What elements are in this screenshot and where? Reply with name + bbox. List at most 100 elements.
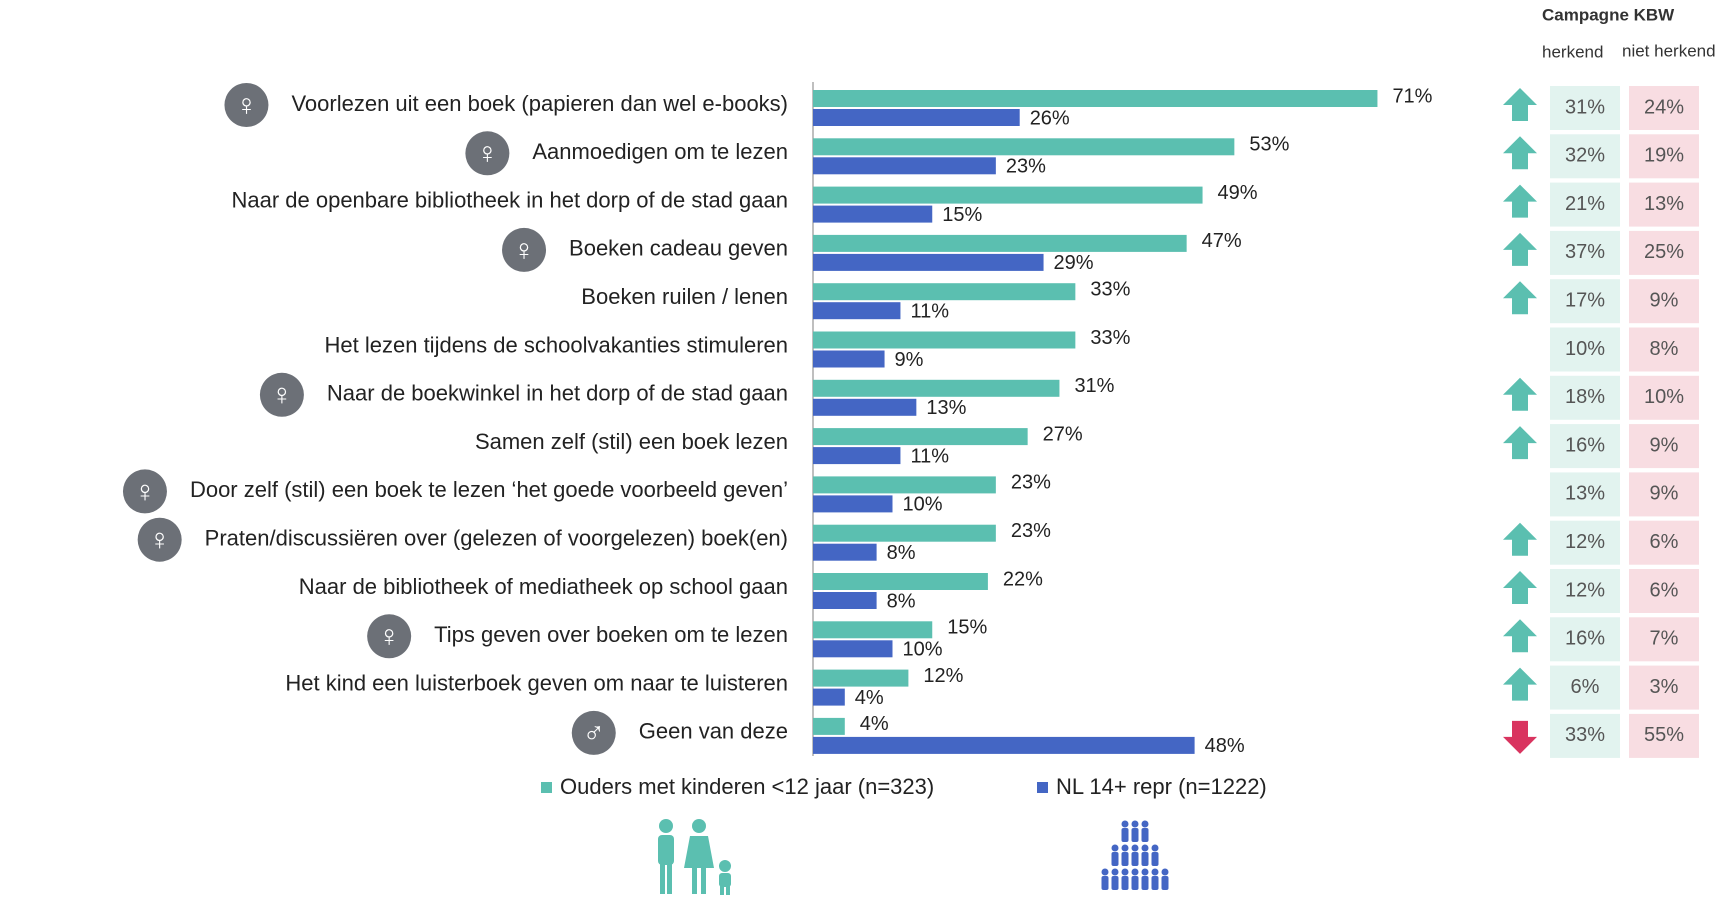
table-value: 12% [1565,531,1605,553]
bar [813,283,1076,301]
parents-icon [658,819,731,895]
bar [813,138,1235,156]
bar [813,669,909,687]
category-label: Door zelf (stil) een boek te lezen ‘het … [190,477,788,502]
gender-icon: ♀ [148,524,171,557]
table-value: 33% [1565,724,1605,746]
table-cell [1550,713,1620,758]
value-label: 33% [1090,327,1130,349]
arrow-up [1503,426,1537,460]
category-label: Praten/discussiëren over (gelezen of voo… [205,526,788,551]
table-cell [1629,617,1699,662]
table-value: 32% [1565,145,1605,167]
person [1151,844,1159,852]
value-label: 9% [895,349,924,371]
value-label: 8% [887,590,916,612]
table-cell [1629,472,1699,517]
table-value: 24% [1644,96,1684,118]
gender-icon: ♀ [513,234,536,267]
arrow-up [1503,571,1537,604]
person [1141,820,1149,828]
category-label: Het lezen tijdens de schoolvakanties sti… [325,332,788,357]
person [1131,868,1139,876]
bar [813,234,1187,252]
person [1131,852,1139,866]
gender-icon: ♀ [378,620,401,653]
value-label: 27% [1043,423,1083,445]
table-value: 13% [1644,193,1684,215]
table-value: 9% [1650,434,1679,456]
table-cell [1629,86,1699,130]
column-header: niet herkend [1622,41,1716,60]
category-label: Naar de bibliotheek of mediatheek op sch… [299,574,788,599]
person [1151,868,1159,876]
table-value: 9% [1650,483,1679,505]
gender-icon: ♀ [134,475,157,508]
bar [813,109,1020,126]
person [1131,828,1139,842]
gender-icon: ♂ [583,717,606,750]
bar [813,398,917,416]
gender-icon-bg [224,83,269,127]
category-label: Geen van deze [639,719,788,744]
value-label: 13% [926,397,966,419]
person [1111,844,1119,852]
table-value: 18% [1565,386,1605,408]
category-label: Boeken ruilen / lenen [581,284,788,309]
table-cell [1550,665,1620,710]
table-value: 16% [1565,434,1605,456]
value-label: 10% [903,494,943,516]
bar [813,621,933,639]
arrow-up [1503,377,1537,411]
arrow-up [1503,136,1537,170]
table-value: 55% [1644,724,1684,746]
person [1121,868,1129,876]
table-cell [1629,424,1699,469]
value-label: 8% [887,542,916,564]
table-value: 6% [1571,676,1600,698]
bar [813,736,1195,754]
table-cell [1629,134,1699,179]
value-label: 29% [1054,252,1094,274]
value-label: 71% [1392,85,1432,107]
value-label: 53% [1249,134,1289,156]
gender-icon-bg [122,469,167,514]
table-cell [1550,472,1620,517]
gender-icon-bg [259,372,304,417]
arrow-up [1503,667,1537,701]
person [1131,876,1139,890]
arrow-up [1503,232,1537,266]
value-label: 11% [910,300,949,322]
person [1121,852,1129,866]
gender-icon-bg [502,227,547,272]
table-value: 9% [1650,289,1679,311]
gender-icon-bg [137,517,182,562]
table-cell [1550,279,1620,324]
table-value: 31% [1565,96,1605,118]
bar [813,186,1203,204]
person [1141,828,1149,842]
bar [813,447,901,465]
table-cell [1550,86,1620,130]
table-cell [1629,279,1699,324]
person [1141,852,1149,866]
arrow-up [1503,281,1537,315]
table-value: 6% [1650,579,1679,601]
arrow-up [1503,522,1537,556]
value-label: 12% [923,665,963,687]
category-label: Aanmoedigen om te lezen [532,139,788,164]
category-label: Voorlezen uit een boek (papieren dan wel… [291,91,788,116]
table-value: 37% [1565,241,1605,263]
column-header: herkend [1542,42,1603,61]
bar [813,331,1076,349]
category-label: Naar de openbare bibliotheek in het dorp… [231,187,788,212]
gender-icon: ♀ [271,379,294,412]
bar [813,573,988,590]
bar [813,90,1378,107]
table-cell [1550,617,1620,662]
table-value: 7% [1650,628,1679,650]
population-icon [1101,820,1169,890]
table-cell [1629,375,1699,420]
value-label: 23% [1011,472,1051,494]
